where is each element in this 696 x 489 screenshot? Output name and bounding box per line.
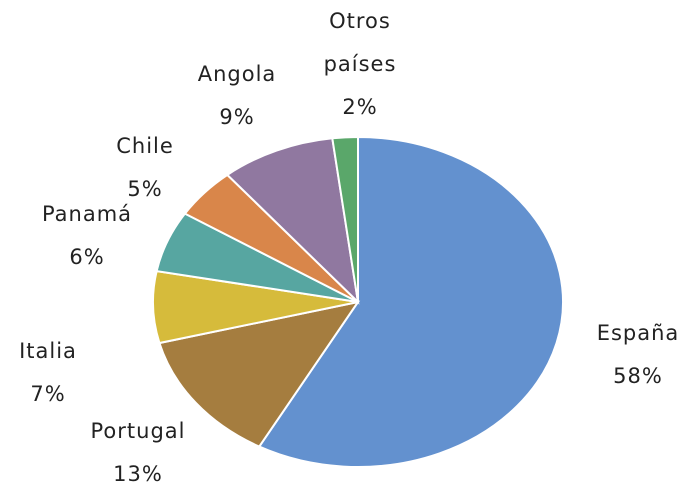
slice-label: Chile 5%	[95, 125, 195, 211]
value-label: 2%	[342, 95, 378, 119]
value-label: 5%	[127, 177, 163, 201]
slice-label: Otros países 2%	[310, 0, 410, 129]
pie-slice	[158, 300, 361, 448]
value-label: 6%	[69, 245, 105, 269]
category-label: Otros países	[323, 9, 397, 76]
category-label: Portugal	[90, 419, 186, 443]
pie-slice	[257, 135, 564, 468]
value-label: 58%	[613, 364, 663, 388]
slice-label: España 58%	[578, 312, 696, 398]
category-label: España	[596, 321, 680, 345]
value-label: 9%	[219, 105, 255, 129]
pie-slice	[331, 135, 359, 303]
pie-slice	[225, 137, 360, 305]
slice-label: Angola 9%	[177, 53, 297, 139]
slice-label: Panamá 6%	[27, 193, 147, 279]
category-label: Italia	[19, 339, 77, 363]
category-label: Chile	[116, 134, 174, 158]
category-label: Angola	[197, 62, 277, 86]
slice-label: Italia 7%	[0, 330, 98, 416]
value-label: 13%	[113, 462, 163, 486]
category-label: Panamá	[41, 202, 133, 226]
slice-label: Portugal 13%	[68, 410, 208, 489]
value-label: 7%	[30, 382, 66, 406]
